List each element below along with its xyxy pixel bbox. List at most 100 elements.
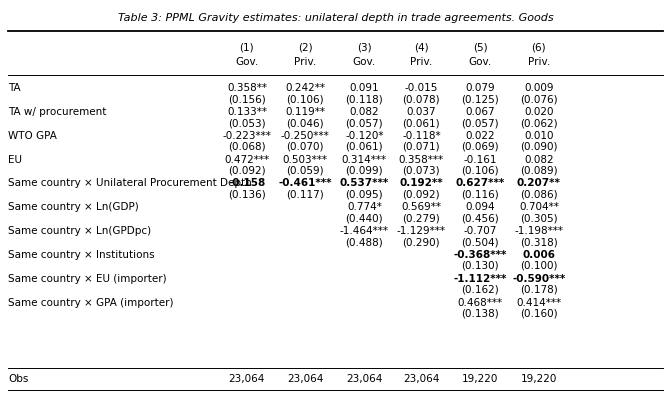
Text: 23,064: 23,064	[403, 374, 440, 384]
Text: (0.100): (0.100)	[520, 261, 558, 271]
Text: (0.504): (0.504)	[462, 237, 499, 247]
Text: (0.125): (0.125)	[462, 94, 499, 104]
Text: 0.569**: 0.569**	[401, 202, 442, 212]
Text: -0.707: -0.707	[464, 226, 497, 236]
Text: (0.062): (0.062)	[520, 118, 558, 128]
Text: -0.223***: -0.223***	[223, 131, 271, 141]
Text: 0.537***: 0.537***	[340, 178, 389, 189]
Text: TA: TA	[8, 83, 21, 93]
Text: (0.136): (0.136)	[228, 189, 266, 200]
Text: -0.161: -0.161	[464, 154, 497, 165]
Text: (0.095): (0.095)	[346, 189, 383, 200]
Text: 0.009: 0.009	[524, 83, 554, 93]
Text: 0.020: 0.020	[524, 107, 554, 117]
Text: (0.068): (0.068)	[228, 142, 266, 152]
Text: EU: EU	[8, 154, 22, 165]
Text: (0.106): (0.106)	[287, 94, 324, 104]
Text: (0.178): (0.178)	[520, 285, 558, 295]
Text: 0.503***: 0.503***	[282, 154, 328, 165]
Text: (0.116): (0.116)	[462, 189, 499, 200]
Text: 0.079: 0.079	[466, 83, 495, 93]
Text: -1.464***: -1.464***	[340, 226, 389, 236]
Text: (0.090): (0.090)	[520, 142, 558, 152]
Text: Gov.: Gov.	[236, 57, 258, 67]
Text: 0.067: 0.067	[466, 107, 495, 117]
Text: 23,064: 23,064	[346, 374, 382, 384]
Text: (6): (6)	[531, 42, 546, 53]
Text: (0.092): (0.092)	[228, 166, 266, 176]
Text: (0.279): (0.279)	[403, 213, 440, 224]
Text: 0.094: 0.094	[466, 202, 495, 212]
Text: (0.117): (0.117)	[287, 189, 324, 200]
Text: (0.089): (0.089)	[520, 166, 558, 176]
Text: 0.358***: 0.358***	[399, 154, 444, 165]
Text: 0.010: 0.010	[524, 131, 554, 141]
Text: WTO GPA: WTO GPA	[8, 131, 57, 141]
Text: (0.092): (0.092)	[403, 189, 440, 200]
Text: Same country × Institutions: Same country × Institutions	[8, 250, 155, 260]
Text: 0.022: 0.022	[466, 131, 495, 141]
Text: Obs: Obs	[8, 374, 28, 384]
Text: -0.015: -0.015	[405, 83, 438, 93]
Text: Table 3: PPML Gravity estimates: unilateral depth in trade agreements. Goods: Table 3: PPML Gravity estimates: unilate…	[117, 13, 554, 23]
Text: 0.627***: 0.627***	[456, 178, 505, 189]
Text: (0.099): (0.099)	[346, 166, 383, 176]
Text: (5): (5)	[473, 42, 488, 53]
Text: (0.046): (0.046)	[287, 118, 324, 128]
Text: 19,220: 19,220	[462, 374, 499, 384]
Text: (0.070): (0.070)	[287, 142, 324, 152]
Text: 19,220: 19,220	[521, 374, 557, 384]
Text: (0.318): (0.318)	[520, 237, 558, 247]
Text: -0.158: -0.158	[228, 178, 266, 189]
Text: -0.368***: -0.368***	[454, 250, 507, 260]
Text: 0.472***: 0.472***	[224, 154, 270, 165]
Text: 23,064: 23,064	[229, 374, 265, 384]
Text: 0.358**: 0.358**	[227, 83, 267, 93]
Text: 0.037: 0.037	[407, 107, 436, 117]
Text: (0.130): (0.130)	[462, 261, 499, 271]
Text: (0.086): (0.086)	[520, 189, 558, 200]
Text: (0.059): (0.059)	[287, 166, 324, 176]
Text: (4): (4)	[414, 42, 429, 53]
Text: 0.207**: 0.207**	[517, 178, 561, 189]
Text: (0.076): (0.076)	[520, 94, 558, 104]
Text: (0.061): (0.061)	[346, 142, 383, 152]
Text: -1.129***: -1.129***	[397, 226, 446, 236]
Text: (0.061): (0.061)	[403, 118, 440, 128]
Text: Same country × GPA (importer): Same country × GPA (importer)	[8, 297, 174, 308]
Text: (1): (1)	[240, 42, 254, 53]
Text: (0.069): (0.069)	[462, 142, 499, 152]
Text: 0.314***: 0.314***	[342, 154, 387, 165]
Text: 0.091: 0.091	[350, 83, 379, 93]
Text: (0.078): (0.078)	[403, 94, 440, 104]
Text: TA w/ procurement: TA w/ procurement	[8, 107, 107, 117]
Text: (0.456): (0.456)	[462, 213, 499, 224]
Text: (0.160): (0.160)	[520, 308, 558, 319]
Text: (0.305): (0.305)	[520, 213, 558, 224]
Text: Gov.: Gov.	[469, 57, 492, 67]
Text: (2): (2)	[298, 42, 313, 53]
Text: (0.118): (0.118)	[346, 94, 383, 104]
Text: (0.156): (0.156)	[228, 94, 266, 104]
Text: (0.073): (0.073)	[403, 166, 440, 176]
Text: (0.071): (0.071)	[403, 142, 440, 152]
Text: (0.488): (0.488)	[346, 237, 383, 247]
Text: (3): (3)	[357, 42, 372, 53]
Text: (0.106): (0.106)	[462, 166, 499, 176]
Text: Same country × Ln(GPDpc): Same country × Ln(GPDpc)	[8, 226, 151, 236]
Text: Gov.: Gov.	[353, 57, 376, 67]
Text: 0.468***: 0.468***	[458, 297, 503, 308]
Text: 23,064: 23,064	[287, 374, 323, 384]
Text: 0.119**: 0.119**	[285, 107, 325, 117]
Text: -0.120*: -0.120*	[345, 131, 384, 141]
Text: Priv.: Priv.	[294, 57, 317, 67]
Text: (0.162): (0.162)	[462, 285, 499, 295]
Text: -0.250***: -0.250***	[281, 131, 329, 141]
Text: Same country × Unilateral Procurement Depth: Same country × Unilateral Procurement De…	[8, 178, 252, 189]
Text: -1.112***: -1.112***	[454, 274, 507, 284]
Text: 0.414***: 0.414***	[516, 297, 562, 308]
Text: (0.440): (0.440)	[346, 213, 383, 224]
Text: 0.082: 0.082	[350, 107, 379, 117]
Text: -1.198***: -1.198***	[514, 226, 564, 236]
Text: Same country × Ln(GDP): Same country × Ln(GDP)	[8, 202, 139, 212]
